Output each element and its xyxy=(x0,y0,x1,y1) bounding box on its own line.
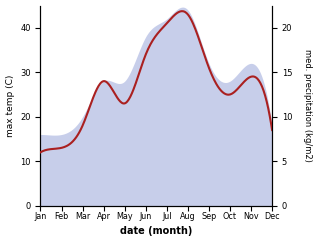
Y-axis label: med. precipitation (kg/m2): med. precipitation (kg/m2) xyxy=(303,49,313,162)
Y-axis label: max temp (C): max temp (C) xyxy=(5,74,15,137)
X-axis label: date (month): date (month) xyxy=(120,227,192,236)
